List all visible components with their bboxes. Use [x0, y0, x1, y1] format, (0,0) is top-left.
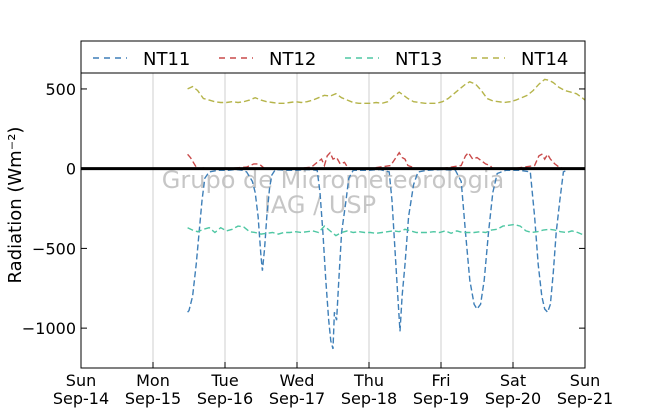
y-tick-label: −500: [32, 239, 76, 258]
x-tick-label-day: Tue: [210, 371, 238, 390]
y-axis-label: Radiation (Wm⁻²): [5, 127, 26, 284]
x-tick-label-day: Thu: [353, 371, 384, 390]
legend-box: [80, 40, 586, 74]
x-axis: SunSep-14MonSep-15TueSep-16WedSep-17ThuS…: [53, 362, 613, 408]
legend-label-nt14: NT14: [521, 49, 568, 70]
y-tick-label: −1000: [22, 319, 76, 338]
x-tick-label-date: Sep-17: [269, 389, 325, 408]
watermark-line-1: Grupo de Micrometeorologia: [162, 166, 504, 194]
legend: NT11 NT12 NT13 NT14: [80, 40, 586, 74]
x-tick-label-date: Sep-15: [125, 389, 181, 408]
x-tick-label-date: Sep-20: [485, 389, 541, 408]
legend-label-nt13: NT13: [395, 49, 442, 70]
x-tick-label-day: Mon: [136, 371, 170, 390]
y-axis: 500 0 −500 −1000: [22, 80, 585, 338]
y-tick-label: 0: [66, 160, 76, 179]
x-tick-label-date: Sep-18: [341, 389, 397, 408]
series-line-nt14: [187, 78, 586, 105]
grid: [152, 73, 514, 368]
legend-label-nt12: NT12: [269, 49, 316, 70]
y-tick-label: 500: [45, 80, 76, 99]
x-tick-label-date: Sep-19: [413, 389, 469, 408]
x-tick-label-day: Sat: [500, 371, 526, 390]
series-lines: [187, 78, 586, 350]
x-tick-label-day: Sun: [66, 371, 96, 390]
x-tick-label-date: Sep-14: [53, 389, 109, 408]
series-line-nt11: [187, 168, 568, 350]
x-tick-label-date: Sep-21: [557, 389, 613, 408]
x-tick-label-day: Wed: [280, 371, 315, 390]
x-tick-label-day: Fri: [431, 371, 450, 390]
x-tick-label-date: Sep-16: [197, 389, 253, 408]
x-tick-label-day: Sun: [570, 371, 600, 390]
watermark: Grupo de Micrometeorologia IAG / USP: [162, 166, 504, 219]
legend-label-nt11: NT11: [143, 49, 190, 70]
series-line-nt13: [187, 223, 586, 237]
